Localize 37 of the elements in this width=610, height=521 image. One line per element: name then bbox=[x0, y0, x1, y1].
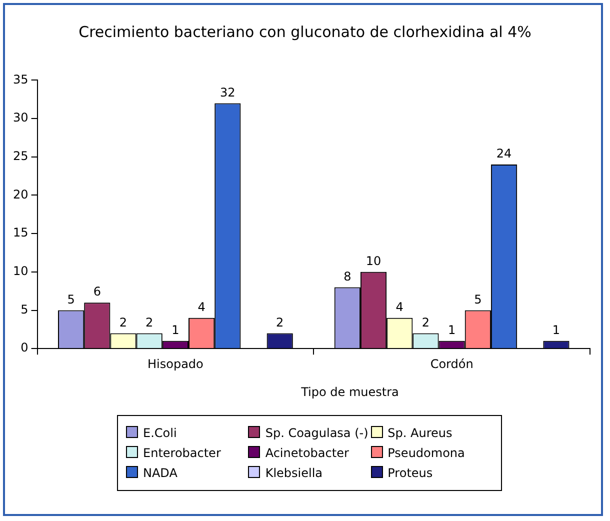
legend-label: Proteus bbox=[386, 466, 434, 480]
legend-label: Sp. Aureus bbox=[386, 426, 454, 440]
data-label: 4 bbox=[396, 300, 404, 314]
x-tick-label: Hisopado bbox=[148, 356, 204, 371]
y-tick-label: 5 bbox=[20, 302, 28, 316]
x-axis-title: Tipo de muestra bbox=[300, 385, 400, 399]
legend-label: Klebsiella bbox=[264, 466, 324, 480]
data-label: 2 bbox=[276, 315, 284, 330]
legend-label: E.Coli bbox=[142, 426, 178, 440]
data-label: 1 bbox=[448, 323, 456, 338]
data-label: 1 bbox=[172, 323, 180, 338]
y-tick-label: 0 bbox=[20, 340, 28, 355]
data-label: 8 bbox=[344, 269, 352, 284]
y-tick-label: 15 bbox=[12, 226, 28, 240]
data-label: 2 bbox=[119, 315, 128, 330]
y-tick-label: 25 bbox=[12, 149, 28, 164]
y-tick-label: 20 bbox=[12, 187, 28, 202]
y-tick-label: 35 bbox=[12, 72, 28, 86]
x-tick-label: Cordón bbox=[430, 356, 474, 371]
legend-label: NADA bbox=[142, 466, 178, 480]
data-label: 32 bbox=[220, 85, 236, 100]
data-label: 2 bbox=[422, 315, 430, 330]
chart-title: Crecimiento bacteriano con gluconato de clorhexidina al 4% bbox=[78, 22, 532, 42]
legend-label: Enterobacter bbox=[142, 446, 222, 460]
legend-label: Acinetobacter bbox=[264, 446, 350, 460]
y-tick-label: 30 bbox=[12, 110, 28, 125]
legend-label: Pseudomona bbox=[386, 446, 466, 460]
data-label: 24 bbox=[496, 146, 512, 161]
y-tick-label: 10 bbox=[12, 264, 28, 278]
legend-label: Sp. Coagulasa (-) bbox=[264, 426, 370, 440]
data-label: 5 bbox=[67, 292, 75, 306]
data-label: 5 bbox=[474, 292, 482, 306]
data-label: 1 bbox=[552, 323, 560, 338]
data-label: 2 bbox=[146, 315, 154, 330]
data-label: 4 bbox=[198, 300, 206, 314]
data-label: 10 bbox=[366, 254, 382, 268]
data-label: 6 bbox=[93, 284, 101, 299]
